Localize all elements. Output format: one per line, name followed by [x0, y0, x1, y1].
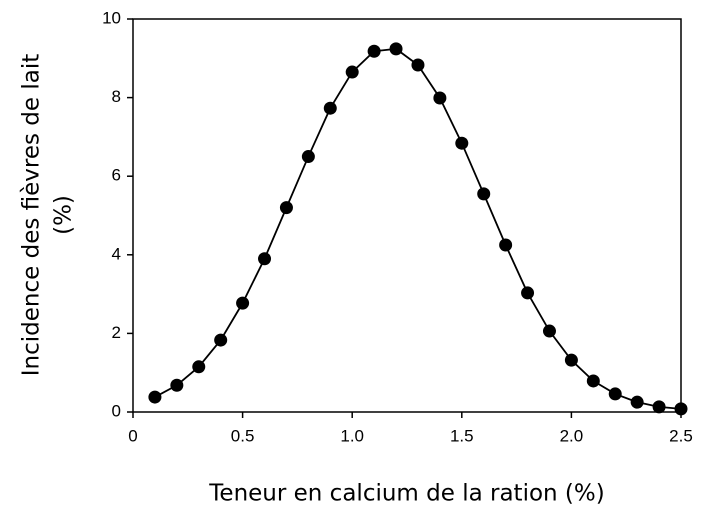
data-point	[542, 324, 556, 338]
data-point	[323, 101, 337, 115]
data-point	[279, 201, 293, 215]
y-tick-label: 0	[112, 401, 121, 420]
data-line	[154, 47, 682, 410]
data-point	[608, 387, 622, 401]
data-point	[499, 238, 513, 252]
y-tick-label: 6	[112, 166, 121, 185]
data-point	[170, 378, 184, 392]
data-point	[367, 44, 381, 58]
data-point	[652, 400, 666, 414]
data-point	[214, 333, 228, 347]
y-tick-label: 4	[112, 244, 121, 263]
x-tick-label: 1.0	[340, 426, 364, 445]
y-tick-label: 8	[112, 87, 121, 106]
x-tick-label: 0.5	[231, 426, 255, 445]
data-point	[411, 58, 425, 72]
data-point	[564, 353, 578, 367]
data-point	[477, 187, 491, 201]
y-tick-label: 2	[112, 323, 121, 342]
data-point	[236, 296, 250, 310]
data-point	[258, 252, 272, 266]
data-point	[345, 65, 359, 79]
x-axis-label: Teneur en calcium de la ration (%)	[208, 481, 604, 507]
data-point	[389, 42, 403, 56]
data-point	[433, 91, 447, 105]
data-point	[630, 395, 644, 409]
plot-frame	[132, 18, 682, 413]
x-tick-label: 2.5	[669, 426, 693, 445]
data-point	[455, 136, 469, 150]
y-axis-label: Incidence des fièvres de lait	[19, 54, 45, 376]
y-tick-label: 10	[102, 8, 121, 27]
x-tick-label: 1.5	[450, 426, 474, 445]
data-point	[521, 286, 535, 300]
data-point	[148, 390, 162, 404]
data-point	[301, 150, 315, 164]
data-point	[192, 360, 206, 374]
x-tick-label: 0	[128, 426, 137, 445]
x-tick-label: 2.0	[560, 426, 584, 445]
data-point	[586, 374, 600, 388]
data-point	[674, 402, 688, 416]
y-axis-label: (%)	[51, 195, 77, 235]
